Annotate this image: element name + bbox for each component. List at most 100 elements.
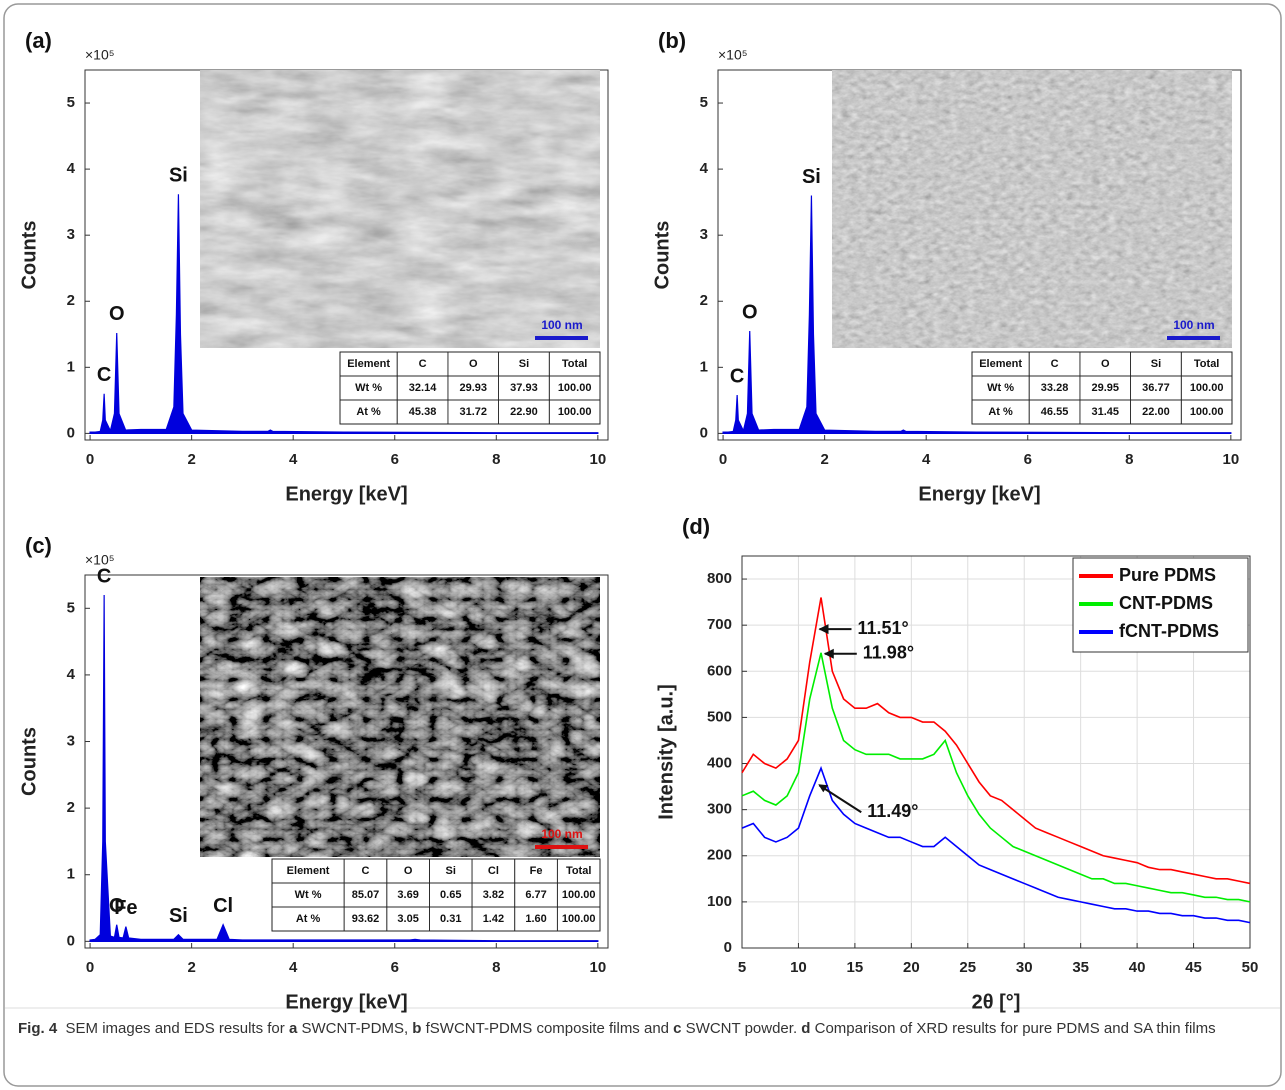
peak-label: C — [97, 565, 111, 587]
spectrum — [89, 594, 599, 942]
panel-label: (a) — [25, 28, 52, 53]
caption-label: Fig. 4 — [18, 1020, 58, 1037]
y-tick-label: 700 — [707, 616, 732, 633]
y-multiplier: ×10⁵ — [718, 47, 748, 63]
table-cell — [548, 399, 601, 425]
table-text: 3.82 — [483, 889, 504, 901]
x-tick-label: 40 — [1129, 959, 1146, 976]
table-text: C — [1051, 358, 1059, 370]
table-text: At % — [988, 406, 1013, 418]
table-text: 31.45 — [1091, 406, 1119, 418]
x-tick-label: 6 — [391, 451, 399, 468]
table-text: O — [1101, 358, 1110, 370]
x-tick-label: 8 — [1125, 451, 1133, 468]
x-tick-label: 10 — [590, 451, 607, 468]
peak-label: O — [109, 303, 125, 325]
x-tick-label: 4 — [289, 451, 298, 468]
x-tick-label: 10 — [790, 959, 807, 976]
table-text: 22.00 — [1142, 406, 1170, 418]
y-axis-label: Counts — [651, 221, 673, 290]
legend-label: fCNT-PDMS — [1119, 621, 1219, 641]
series-line — [741, 765, 1251, 924]
x-tick-label: 0 — [86, 959, 94, 976]
frame — [3, 3, 1282, 1087]
table-text: 100.00 — [558, 406, 592, 418]
table-text: C — [419, 358, 427, 370]
y-tick-label: 1 — [700, 358, 708, 375]
y-tick-label: 600 — [707, 662, 732, 679]
table-text: 33.28 — [1041, 382, 1069, 394]
y-axis-label: Counts — [18, 727, 40, 796]
annotation-label: 11.98° — [863, 643, 914, 663]
y-tick-label: 800 — [707, 570, 732, 587]
table-text: 100.00 — [1190, 382, 1224, 394]
y-tick-label: 3 — [700, 226, 708, 243]
table-text: Si — [446, 865, 456, 877]
x-tick-label: 4 — [922, 451, 931, 468]
panel-label: (d) — [682, 514, 710, 539]
table-text: Element — [287, 865, 330, 877]
x-tick-label: 4 — [289, 959, 298, 976]
spectrum — [722, 195, 1232, 434]
sem-texture — [832, 70, 1232, 348]
peak-label: Fe — [114, 897, 137, 919]
table-text: 45.38 — [409, 406, 437, 418]
table-text: 0.31 — [440, 913, 461, 925]
y-multiplier: ×10⁵ — [85, 47, 115, 63]
caption-text: b — [412, 1020, 422, 1037]
table-text: 37.93 — [510, 382, 538, 394]
x-axis-label: Energy [keV] — [285, 991, 407, 1013]
x-tick-label: 30 — [1016, 959, 1033, 976]
peak-label: C — [97, 364, 111, 386]
caption-text: a — [288, 1020, 298, 1037]
table-bg — [271, 858, 601, 932]
panel-label: (b) — [658, 28, 686, 53]
peak-label: Si — [169, 164, 188, 186]
peak-label: Cl — [213, 895, 233, 917]
y-tick-label: 100 — [707, 893, 732, 910]
peak-label: C — [730, 365, 744, 387]
x-tick-label: 25 — [959, 959, 976, 976]
table-text: At % — [296, 913, 321, 925]
caption-text: d — [801, 1020, 811, 1037]
table-text: 6.77 — [525, 889, 546, 901]
y-tick-label: 2 — [67, 292, 75, 309]
x-tick-label: 2 — [820, 451, 828, 468]
x-axis-label: Energy [keV] — [285, 483, 407, 505]
caption-text: Comparison of XRD results for pure PDMS … — [810, 1020, 1216, 1037]
x-tick-label: 10 — [590, 959, 607, 976]
y-tick-label: 5 — [67, 94, 75, 111]
y-tick-label: 3 — [67, 732, 75, 749]
table-text: Total — [566, 865, 591, 877]
arrow-head — [823, 648, 834, 659]
y-tick-label: 4 — [67, 666, 76, 683]
annotation-arrow — [818, 784, 862, 814]
table-text: Total — [562, 358, 587, 370]
x-tick-label: 0 — [86, 451, 94, 468]
table-text: 100.00 — [562, 913, 596, 925]
table-text: 36.77 — [1142, 382, 1170, 394]
y-tick-label: 400 — [707, 754, 732, 771]
table-text: 1.42 — [483, 913, 504, 925]
table-text: Element — [979, 358, 1022, 370]
scale-bar-label: 100 nm — [541, 827, 582, 841]
table-text: 100.00 — [1190, 406, 1224, 418]
table-text: 46.55 — [1041, 406, 1069, 418]
caption-text: SEM images and EDS results for — [65, 1020, 289, 1037]
table-text: Si — [1151, 358, 1161, 370]
y-tick-label: 200 — [707, 847, 732, 864]
y-tick-label: 4 — [700, 160, 709, 177]
y-axis-label: Intensity [a.u.] — [655, 684, 677, 820]
x-tick-label: 15 — [847, 959, 864, 976]
scale-bar-label: 100 nm — [1173, 318, 1214, 332]
scale-bar-label: 100 nm — [541, 318, 582, 332]
y-tick-label: 4 — [67, 160, 76, 177]
table-text: 3.69 — [397, 889, 418, 901]
table-text: Fe — [530, 865, 543, 877]
sem-texture — [200, 70, 600, 348]
x-tick-label: 0 — [719, 451, 727, 468]
legend-label: CNT-PDMS — [1119, 593, 1213, 613]
table-text: 3.05 — [397, 913, 418, 925]
y-axis-label: Counts — [18, 221, 40, 290]
x-tick-label: 20 — [903, 959, 920, 976]
